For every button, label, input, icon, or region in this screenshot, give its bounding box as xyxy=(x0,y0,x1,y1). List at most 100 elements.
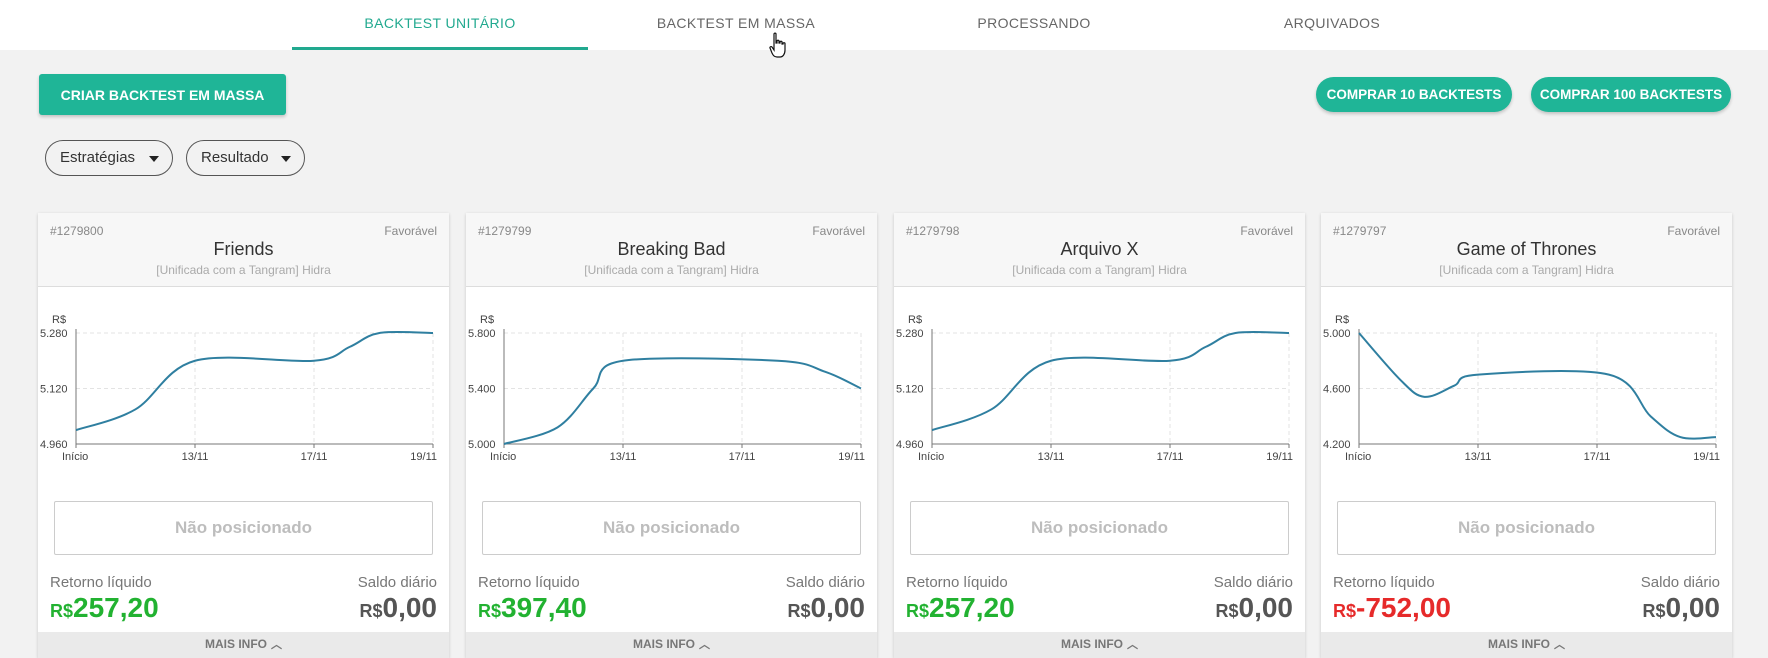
currency-symbol: R$ xyxy=(906,601,930,621)
card-title: Friends xyxy=(213,239,274,259)
y-tick-label: 4.600 xyxy=(1323,384,1351,396)
buy-100-backtests-button[interactable]: COMPRAR 100 BACKTESTS xyxy=(1531,77,1731,112)
balance-line-chart: R$ 4.960 5.120 5.280 Início 13/11 17/11 19/11 xyxy=(896,314,1293,463)
y-axis-label: R$ xyxy=(52,314,66,326)
tab-processando[interactable]: PROCESSANDO xyxy=(977,15,1091,31)
more-info-button[interactable]: MAIS INFO ︿ xyxy=(1321,632,1732,658)
chevron-up-icon: ︿ xyxy=(1554,639,1565,651)
result-filter-dropdown[interactable]: Resultado xyxy=(186,140,305,176)
x-tick-label: 19/11 xyxy=(1693,451,1720,463)
net-return-amount: 257,20 xyxy=(929,592,1015,623)
x-tick-label: 17/11 xyxy=(1584,451,1611,463)
x-tick-label: 19/11 xyxy=(1266,451,1293,463)
favor-status: Favorável xyxy=(812,224,865,238)
balance-series-line xyxy=(75,330,434,432)
position-status: Não posicionado xyxy=(54,501,433,555)
net-return-label: Retorno líquido xyxy=(50,574,152,591)
y-tick-label: 5.280 xyxy=(40,328,68,340)
more-info-label: MAIS INFO xyxy=(1488,637,1550,651)
x-tick-label: 17/11 xyxy=(301,451,328,463)
card-title: Game of Thrones xyxy=(1456,239,1597,259)
daily-balance-label: Saldo diário xyxy=(357,574,437,591)
balance-line-chart: R$ 4.200 4.600 5.000 Início 13/11 17/11 19/11 xyxy=(1323,314,1720,463)
currency-symbol: R$ xyxy=(1215,601,1239,621)
balance-series-line xyxy=(931,330,1290,432)
card-subtitle: [Unificada com a Tangram] Hidra xyxy=(584,263,759,277)
x-tick-label: 17/11 xyxy=(1157,451,1184,463)
card-subtitle: [Unificada com a Tangram] Hidra xyxy=(1439,263,1614,277)
net-return-label: Retorno líquido xyxy=(1333,574,1435,591)
balance-line-chart: R$ 5.000 5.400 5.800 Início 13/11 17/11 19/11 xyxy=(468,314,865,463)
y-axis-label: R$ xyxy=(480,314,494,326)
chevron-up-icon: ︿ xyxy=(1127,639,1138,651)
balance-series-line xyxy=(1358,332,1717,440)
daily-balance-label: Saldo diário xyxy=(1640,574,1720,591)
x-tick-label: 19/11 xyxy=(410,451,437,463)
daily-balance-value: R$0,00 xyxy=(787,592,865,624)
more-info-label: MAIS INFO xyxy=(1061,637,1123,651)
y-axis-label: R$ xyxy=(1335,314,1349,326)
caret-down-icon xyxy=(281,156,291,162)
tab-arquivados[interactable]: ARQUIVADOS xyxy=(1283,15,1381,31)
net-return-amount: -752,00 xyxy=(1356,592,1451,623)
x-tick-label: 13/11 xyxy=(1038,451,1065,463)
daily-balance-amount: 0,00 xyxy=(810,592,866,623)
x-tick-label: 13/11 xyxy=(1465,451,1492,463)
card-header: #1279800 Favorável Friends [Unificada co… xyxy=(38,213,449,287)
y-tick-label: 5.800 xyxy=(468,328,496,340)
strategies-filter-label: Estratégias xyxy=(60,149,136,166)
daily-balance-value: R$0,00 xyxy=(1642,592,1720,624)
balance-line-chart: R$ 4.960 5.120 5.280 Início 13/11 17/11 19/11 xyxy=(40,314,437,463)
x-tick-label: 19/11 xyxy=(838,451,865,463)
card-subtitle: [Unificada com a Tangram] Hidra xyxy=(156,263,331,277)
y-axis-label: R$ xyxy=(908,314,922,326)
y-tick-label: 5.000 xyxy=(468,439,496,451)
create-mass-backtest-button[interactable]: CRIAR BACKTEST EM MASSA xyxy=(39,74,286,115)
card-id: #1279800 xyxy=(50,224,104,238)
card-id: #1279797 xyxy=(1333,224,1387,238)
position-status: Não posicionado xyxy=(1337,501,1716,555)
tab-bar: BACKTEST UNITÁRIO BACKTEST EM MASSA PROC… xyxy=(0,0,1768,50)
caret-down-icon xyxy=(149,156,159,162)
more-info-button[interactable]: MAIS INFO ︿ xyxy=(38,632,449,658)
position-status: Não posicionado xyxy=(910,501,1289,555)
tab-backtest-unitario[interactable]: BACKTEST UNITÁRIO xyxy=(292,0,588,50)
result-filter-label: Resultado xyxy=(201,149,269,166)
currency-symbol: R$ xyxy=(478,601,502,621)
x-tick-label: Início xyxy=(1345,451,1371,463)
card-header: #1279798 Favorável Arquivo X [Unificada … xyxy=(894,213,1305,287)
currency-symbol: R$ xyxy=(1333,601,1357,621)
net-return-label: Retorno líquido xyxy=(478,574,580,591)
y-tick-label: 4.200 xyxy=(1323,439,1351,451)
backtest-card: #1279797 Favorável Game of Thrones [Unif… xyxy=(1321,213,1732,658)
card-header: #1279799 Favorável Breaking Bad [Unifica… xyxy=(466,213,877,287)
net-return-value: R$397,40 xyxy=(478,592,587,624)
balance-series-line xyxy=(503,357,862,445)
y-tick-label: 5.400 xyxy=(468,384,496,396)
daily-balance-value: R$0,00 xyxy=(1215,592,1293,624)
backtest-card: #1279799 Favorável Breaking Bad [Unifica… xyxy=(466,213,877,658)
more-info-button[interactable]: MAIS INFO ︿ xyxy=(466,632,877,658)
position-status: Não posicionado xyxy=(482,501,861,555)
backtest-card: #1279800 Favorável Friends [Unificada co… xyxy=(38,213,449,658)
favor-status: Favorável xyxy=(1667,224,1720,238)
card-title: Arquivo X xyxy=(1060,239,1139,259)
y-tick-label: 4.960 xyxy=(896,439,924,451)
net-return-amount: 257,20 xyxy=(73,592,159,623)
net-return-label: Retorno líquido xyxy=(906,574,1008,591)
y-tick-label: 5.000 xyxy=(1323,328,1351,340)
x-tick-label: 13/11 xyxy=(610,451,637,463)
y-tick-label: 4.960 xyxy=(40,439,68,451)
buy-10-backtests-button[interactable]: COMPRAR 10 BACKTESTS xyxy=(1316,77,1512,112)
strategies-filter-dropdown[interactable]: Estratégias xyxy=(45,140,173,176)
net-return-amount: 397,40 xyxy=(501,592,587,623)
x-tick-label: Início xyxy=(918,451,944,463)
card-id: #1279799 xyxy=(478,224,532,238)
y-tick-label: 5.120 xyxy=(896,384,924,396)
currency-symbol: R$ xyxy=(1642,601,1666,621)
favor-status: Favorável xyxy=(1240,224,1293,238)
more-info-button[interactable]: MAIS INFO ︿ xyxy=(894,632,1305,658)
favor-status: Favorável xyxy=(384,224,437,238)
daily-balance-value: R$0,00 xyxy=(359,592,437,624)
tab-backtest-em-massa[interactable]: BACKTEST EM MASSA xyxy=(656,15,816,31)
